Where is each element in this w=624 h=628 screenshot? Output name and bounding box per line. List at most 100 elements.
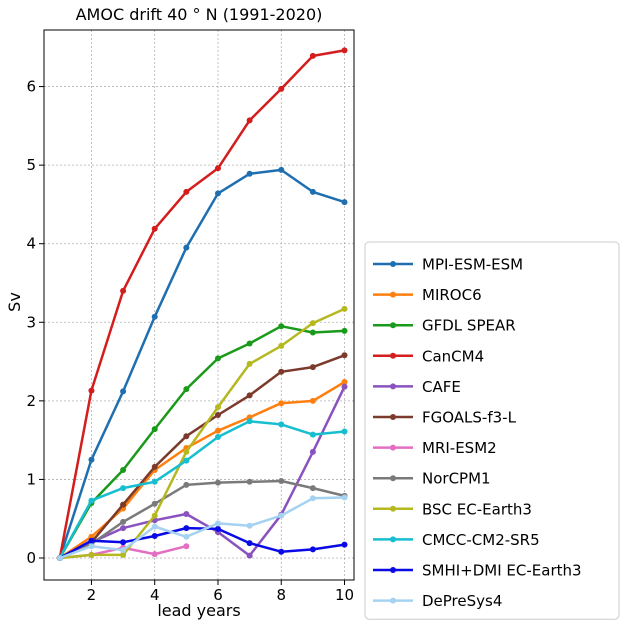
data-point-depresys4: [278, 512, 285, 519]
data-point-bsc-ec-earth3: [151, 512, 158, 519]
data-point-bsc-ec-earth3: [278, 342, 285, 349]
data-point-mri-esm2: [183, 543, 190, 550]
series-line-bsc-ec-earth3: [59, 307, 346, 560]
data-point-depresys4: [214, 520, 221, 527]
data-point-cancm4: [120, 287, 127, 294]
data-point-mpi-esm-esm: [88, 456, 95, 463]
data-point-norcpm1: [214, 479, 221, 486]
y-axis-label: Sv: [5, 292, 24, 312]
data-point-smhi-dmi-ec-earth3: [341, 541, 348, 548]
legend-marker-cafe: [390, 383, 396, 390]
data-point-norcpm1: [120, 518, 127, 525]
x-tick-label: 6: [213, 586, 223, 604]
legend-label-fgoals-f3-l: FGOALS-f3-L: [422, 409, 517, 427]
data-point-cancm4: [88, 387, 95, 394]
series-line-norcpm1: [59, 479, 345, 560]
legend: MPI-ESM-ESM MIROC6 GFDL SPEAR CanCM4 CAFE FGO…: [364, 241, 620, 620]
data-point-smhi-dmi-ec-earth3: [88, 537, 95, 544]
y-tick-label: 3: [26, 313, 36, 331]
data-point-smhi-dmi-ec-earth3: [278, 548, 285, 555]
legend-label-mpi-esm-esm: MPI-ESM-ESM: [422, 256, 523, 274]
data-point-gfdl-spear: [278, 323, 285, 330]
data-point-fgoals-f3-l: [341, 352, 348, 359]
series-line-cancm4: [58, 49, 345, 559]
data-point-fgoals-f3-l: [151, 463, 158, 470]
data-point-smhi-dmi-ec-earth3: [120, 539, 127, 546]
data-point-norcpm1: [278, 478, 285, 484]
data-point-depresys4: [246, 522, 253, 529]
data-point-cancm4: [341, 47, 348, 54]
data-point-norcpm1: [246, 478, 253, 485]
data-point-miroc6: [278, 400, 285, 407]
legend-marker-mri-esm2: [390, 444, 396, 451]
data-point-bsc-ec-earth3: [214, 404, 221, 411]
series-line-cmcc-cm2-sr5: [58, 420, 345, 559]
data-point-gfdl-spear: [120, 467, 127, 473]
series-line-mpi-esm-esm: [58, 168, 345, 559]
data-point-mpi-esm-esm: [341, 199, 348, 206]
series-line-depresys4: [59, 496, 345, 560]
data-point-depresys4: [183, 533, 190, 540]
legend-label-cafe: CAFE: [422, 378, 461, 396]
data-point-gfdl-spear: [151, 426, 158, 433]
data-point-cmcc-cm2-sr5: [341, 428, 348, 435]
data-point-cancm4: [309, 52, 316, 59]
y-tick-label: 4: [26, 235, 36, 253]
data-point-cancm4: [214, 165, 221, 172]
data-point-cmcc-cm2-sr5: [278, 421, 285, 428]
data-point-depresys4: [120, 547, 127, 554]
series-smhi-dmi-ec-earth3: [56, 525, 348, 561]
x-axis-label: lead years: [157, 601, 240, 620]
data-point-cmcc-cm2-sr5: [120, 485, 127, 492]
data-point-cafe: [341, 383, 348, 390]
legend-marker-fgoals-f3-l: [390, 414, 396, 420]
data-point-bsc-ec-earth3: [88, 551, 95, 558]
series-cancm4: [56, 47, 348, 561]
data-point-gfdl-spear: [183, 386, 190, 393]
data-point-smhi-dmi-ec-earth3: [214, 525, 221, 532]
data-point-depresys4: [151, 523, 158, 530]
legend-marker-mpi-esm-esm: [390, 261, 396, 267]
data-point-mpi-esm-esm: [309, 188, 316, 195]
legend-label-mri-esm2: MRI-ESM2: [422, 439, 497, 457]
y-tick-label: 6: [26, 78, 36, 96]
data-point-bsc-ec-earth3: [183, 448, 190, 455]
legend-marker-smhi-dmi-ec-earth3: [390, 567, 396, 573]
data-point-fgoals-f3-l: [120, 501, 127, 508]
plot-frame: [43, 29, 355, 581]
data-point-cafe: [309, 448, 316, 455]
x-tick-label: 2: [87, 586, 97, 604]
data-point-fgoals-f3-l: [183, 433, 190, 440]
data-point-norcpm1: [151, 500, 158, 507]
data-point-miroc6: [341, 379, 348, 385]
data-point-depresys4: [309, 495, 316, 502]
series-layer: [56, 47, 348, 561]
data-point-cmcc-cm2-sr5: [214, 434, 221, 440]
legend-label-cmcc-cm2-sr5: CMCC-CM2-SR5: [422, 531, 540, 549]
legend-marker-norcpm1: [390, 475, 396, 482]
data-point-norcpm1: [183, 481, 190, 488]
data-point-mpi-esm-esm: [214, 190, 221, 197]
chart-title: AMOC drift 40 ° N (1991-2020): [76, 5, 323, 24]
data-point-smhi-dmi-ec-earth3: [246, 540, 253, 547]
data-point-bsc-ec-earth3: [341, 305, 348, 312]
data-point-cmcc-cm2-sr5: [88, 497, 95, 504]
x-tick-label: 10: [335, 586, 354, 604]
legend-frame: [364, 241, 620, 620]
data-point-cancm4: [151, 225, 158, 232]
legend-label-gfdl-spear: GFDL SPEAR: [422, 317, 516, 335]
data-point-depresys4: [341, 494, 348, 501]
legend-marker-cancm4: [390, 352, 396, 359]
data-point-cmcc-cm2-sr5: [151, 478, 158, 485]
data-point-fgoals-f3-l: [309, 364, 316, 371]
legend-marker-cmcc-cm2-sr5: [390, 536, 396, 543]
series-line-fgoals-f3-l: [59, 354, 345, 560]
data-point-mpi-esm-esm: [246, 170, 253, 177]
data-point-bsc-ec-earth3: [309, 320, 316, 327]
data-point-smhi-dmi-ec-earth3: [183, 525, 190, 532]
legend-marker-bsc-ec-earth3: [390, 505, 396, 512]
legend-label-smhi-dmi-ec-earth3: SMHI+DMI EC-Earth3: [422, 562, 582, 580]
data-point-cafe: [246, 552, 253, 559]
data-point-norcpm1: [309, 485, 316, 492]
